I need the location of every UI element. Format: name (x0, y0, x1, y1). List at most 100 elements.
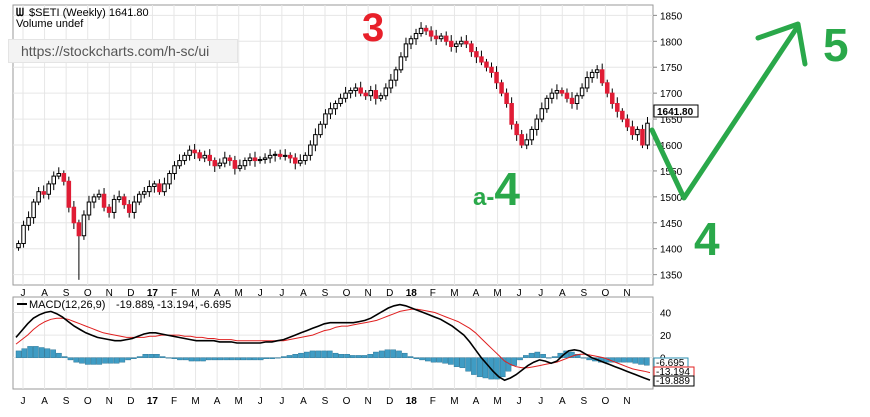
macd-x-tick-label: M (191, 396, 199, 407)
candle-body (464, 40, 469, 45)
histogram-bar (453, 357, 460, 367)
histogram-bar (378, 350, 385, 358)
candle-body (519, 134, 524, 146)
histogram-bar (569, 351, 575, 358)
candle (177, 154, 182, 169)
candle (524, 133, 529, 150)
candle (328, 102, 333, 120)
histogram-bar (476, 357, 483, 378)
histogram-bar (355, 355, 362, 358)
candle-body (252, 157, 258, 162)
candle-body (554, 90, 560, 94)
macd-line-label: -19.889 (656, 376, 690, 387)
histogram-bar (67, 357, 74, 361)
candle (272, 151, 278, 162)
histogram-bar (430, 357, 437, 363)
histogram-bar (620, 357, 627, 363)
histogram-bar (523, 355, 529, 358)
macd-x-tick-label: J (279, 396, 284, 407)
candle-body (373, 90, 379, 99)
candle (403, 37, 409, 61)
candle-body (514, 123, 519, 136)
candlesticks (16, 22, 650, 280)
price-x-tick-label: J (279, 288, 284, 299)
candle (494, 66, 499, 89)
candle (61, 170, 67, 186)
histogram-bar (280, 356, 287, 358)
candle (152, 180, 157, 193)
price-tick-label: 1650 (660, 115, 683, 126)
svg-text:,: , (152, 299, 155, 311)
candle-body (51, 175, 56, 185)
candle (126, 199, 132, 218)
histogram-bar (33, 346, 39, 358)
candle-body (247, 157, 253, 162)
candle (287, 152, 293, 164)
candle-body (615, 103, 620, 112)
candle (479, 50, 484, 66)
histogram-bar (321, 350, 327, 358)
histogram-bar (580, 357, 587, 359)
price-tick-label: 1450 (660, 219, 683, 230)
candle-body (298, 160, 303, 164)
candle (267, 149, 273, 164)
histogram-bar (327, 350, 333, 358)
histogram-bar (407, 356, 414, 358)
candle-body (640, 128, 645, 146)
macd-x-tick-label: F (430, 396, 436, 407)
candle-body (152, 183, 157, 187)
histogram-bar (286, 355, 293, 358)
candle-body (76, 222, 82, 237)
candle (610, 88, 615, 109)
macd-x-tick-label: M (235, 396, 243, 407)
histogram-bar (269, 357, 275, 359)
candle (604, 79, 610, 98)
candle-body (267, 154, 273, 159)
candle (459, 36, 464, 47)
candle (187, 145, 192, 161)
histogram-bar (79, 357, 85, 364)
price-x-tick-label: N (365, 288, 372, 299)
histogram-bar (73, 357, 79, 363)
candle-body (348, 90, 353, 94)
candle-body (126, 204, 132, 213)
candle (489, 62, 494, 78)
candle (448, 35, 454, 52)
url-text: https://stockcharts.com/h-sc/ui (21, 43, 210, 59)
candle (544, 95, 550, 113)
price-x-tick-label: F (430, 288, 436, 299)
macd-x-tick-label: O (602, 396, 610, 407)
candle-body (66, 180, 72, 208)
price-x-tick-label: J (21, 288, 26, 299)
macd-hist-label: -6.695 (656, 358, 685, 369)
candle-body (111, 198, 117, 213)
candle-body (368, 90, 373, 97)
candle (137, 191, 142, 206)
candle-body (227, 157, 233, 162)
histogram-bar (61, 356, 68, 358)
candle-body (86, 201, 92, 216)
candle-body (232, 160, 238, 169)
candle (363, 90, 368, 100)
candle (313, 128, 318, 152)
candle (398, 52, 404, 73)
candle (237, 159, 243, 172)
candle-body (177, 160, 182, 167)
candle (121, 193, 127, 209)
macd-x-tick-label: D (386, 396, 393, 407)
candle (212, 157, 218, 172)
candle (298, 154, 303, 167)
macd-x-tick-label: D (127, 396, 134, 407)
url-bar[interactable]: https://stockcharts.com/h-sc/ui (8, 39, 238, 63)
candle-body (187, 149, 192, 156)
candle (423, 25, 429, 36)
wave-a4-prefix: a- (473, 184, 495, 211)
chart-header: ᗯ $SETI (Weekly) 1641.80 Volume undef (16, 7, 149, 30)
candle (474, 47, 479, 64)
histogram-bar (309, 350, 316, 358)
price-tick-label: 1750 (660, 63, 683, 74)
macd-line (15, 303, 651, 382)
candle-body (323, 113, 328, 125)
candle (338, 93, 343, 107)
candle (640, 124, 645, 149)
